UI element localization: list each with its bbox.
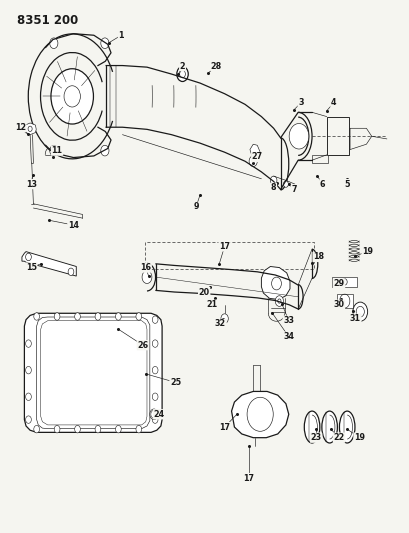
Circle shape	[342, 279, 346, 285]
Circle shape	[142, 271, 151, 284]
Circle shape	[355, 306, 364, 317]
Circle shape	[74, 313, 80, 320]
Text: 16: 16	[140, 263, 151, 272]
Text: 8351 200: 8351 200	[17, 14, 78, 27]
Circle shape	[283, 181, 288, 187]
Text: 19: 19	[361, 247, 372, 256]
Circle shape	[101, 146, 109, 156]
Text: 29: 29	[333, 279, 344, 288]
Circle shape	[25, 367, 31, 374]
Text: 2: 2	[179, 62, 185, 70]
Circle shape	[49, 146, 58, 156]
Polygon shape	[261, 266, 289, 300]
Text: 17: 17	[218, 423, 229, 432]
Circle shape	[220, 314, 228, 324]
Polygon shape	[249, 144, 260, 160]
Circle shape	[352, 302, 367, 321]
Text: 34: 34	[283, 332, 294, 341]
Polygon shape	[326, 117, 348, 155]
Polygon shape	[332, 277, 356, 287]
Circle shape	[274, 296, 283, 306]
Circle shape	[270, 176, 276, 184]
Ellipse shape	[339, 411, 354, 443]
Circle shape	[25, 393, 31, 400]
Text: 8: 8	[270, 183, 276, 192]
Text: 19: 19	[353, 433, 364, 442]
Text: 32: 32	[214, 319, 225, 328]
Circle shape	[25, 340, 31, 348]
Circle shape	[54, 313, 60, 320]
Circle shape	[34, 425, 39, 433]
Circle shape	[28, 126, 32, 132]
Text: 7: 7	[291, 185, 296, 194]
Circle shape	[176, 67, 188, 82]
Text: 24: 24	[153, 410, 164, 419]
Polygon shape	[311, 155, 327, 163]
Ellipse shape	[321, 411, 337, 443]
Text: 9: 9	[193, 203, 198, 212]
Circle shape	[152, 416, 157, 423]
Text: 23: 23	[310, 433, 321, 442]
Text: 13: 13	[26, 180, 37, 189]
Text: 31: 31	[349, 314, 360, 323]
Text: 4: 4	[330, 98, 336, 107]
Text: 17: 17	[218, 242, 229, 251]
Circle shape	[152, 316, 157, 324]
Circle shape	[95, 313, 101, 320]
Circle shape	[136, 313, 142, 320]
Text: 22: 22	[333, 433, 344, 442]
Circle shape	[149, 409, 157, 419]
Text: 18: 18	[312, 253, 324, 261]
Circle shape	[179, 70, 185, 78]
Polygon shape	[24, 123, 36, 135]
Circle shape	[115, 425, 121, 433]
Polygon shape	[24, 313, 162, 432]
Polygon shape	[231, 391, 288, 438]
Circle shape	[64, 86, 80, 107]
Text: 3: 3	[297, 98, 303, 107]
Text: 17: 17	[243, 474, 254, 482]
Circle shape	[288, 124, 308, 149]
Circle shape	[152, 393, 157, 400]
Circle shape	[54, 425, 60, 433]
Text: 26: 26	[137, 341, 148, 350]
Text: 1: 1	[118, 31, 124, 40]
Text: 33: 33	[283, 316, 294, 325]
Ellipse shape	[303, 411, 319, 443]
Circle shape	[247, 397, 272, 431]
Circle shape	[152, 340, 157, 348]
Circle shape	[68, 268, 74, 276]
Circle shape	[25, 416, 31, 423]
Circle shape	[95, 425, 101, 433]
Polygon shape	[36, 317, 149, 429]
Text: 11: 11	[52, 146, 63, 155]
Text: 20: 20	[198, 287, 209, 296]
Text: 30: 30	[333, 300, 344, 309]
Circle shape	[74, 425, 80, 433]
Circle shape	[101, 38, 109, 49]
Text: 25: 25	[170, 378, 181, 387]
Text: 27: 27	[251, 152, 262, 161]
Circle shape	[249, 156, 257, 166]
Circle shape	[51, 69, 93, 124]
Circle shape	[115, 313, 121, 320]
Polygon shape	[349, 128, 371, 150]
Text: 12: 12	[15, 123, 26, 132]
Text: 6: 6	[319, 180, 325, 189]
Circle shape	[136, 425, 142, 433]
Circle shape	[152, 367, 157, 374]
Text: 15: 15	[26, 263, 37, 272]
Circle shape	[271, 277, 281, 290]
Polygon shape	[22, 252, 76, 276]
Text: 21: 21	[206, 300, 218, 309]
Text: 28: 28	[210, 62, 222, 70]
Circle shape	[34, 313, 39, 320]
Polygon shape	[336, 294, 352, 308]
Text: 14: 14	[68, 221, 79, 230]
Text: 5: 5	[344, 180, 349, 189]
Circle shape	[49, 38, 58, 49]
Circle shape	[25, 253, 31, 261]
Circle shape	[277, 299, 280, 303]
